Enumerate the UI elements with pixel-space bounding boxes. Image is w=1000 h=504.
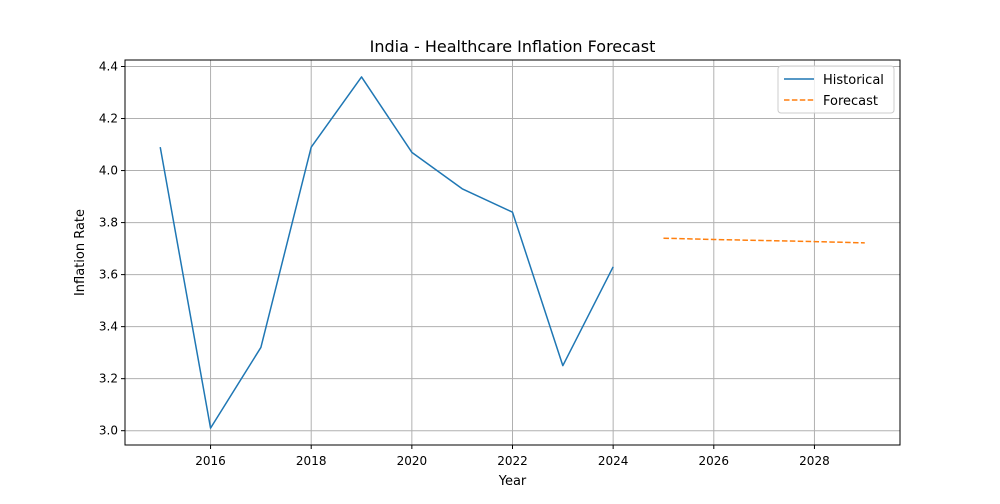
x-axis-label: Year <box>498 474 527 489</box>
x-tick-label: 2016 <box>195 454 226 468</box>
y-tick-label: 4.0 <box>99 164 118 178</box>
legend: Historical Forecast <box>778 66 894 113</box>
legend-label-forecast: Forecast <box>823 94 878 109</box>
y-axis-label: Inflation Rate <box>73 209 88 296</box>
x-tick-label: 2020 <box>397 454 428 468</box>
chart-title: India - Healthcare Inflation Forecast <box>370 37 656 56</box>
x-tick-label: 2022 <box>497 454 528 468</box>
legend-label-historical: Historical <box>823 73 884 88</box>
y-tick-label: 3.6 <box>99 268 118 282</box>
y-tick-label: 3.8 <box>99 216 118 230</box>
y-tick-label: 3.4 <box>99 320 118 334</box>
x-tick-label: 2026 <box>699 454 730 468</box>
y-tick-label: 4.4 <box>99 60 118 74</box>
x-tick-label: 2018 <box>296 454 327 468</box>
x-tick-label: 2024 <box>598 454 629 468</box>
y-tick-label: 3.0 <box>99 424 118 438</box>
y-tick-label: 3.2 <box>99 372 118 386</box>
y-tick-label: 4.2 <box>99 112 118 126</box>
x-tick-label: 2028 <box>799 454 830 468</box>
